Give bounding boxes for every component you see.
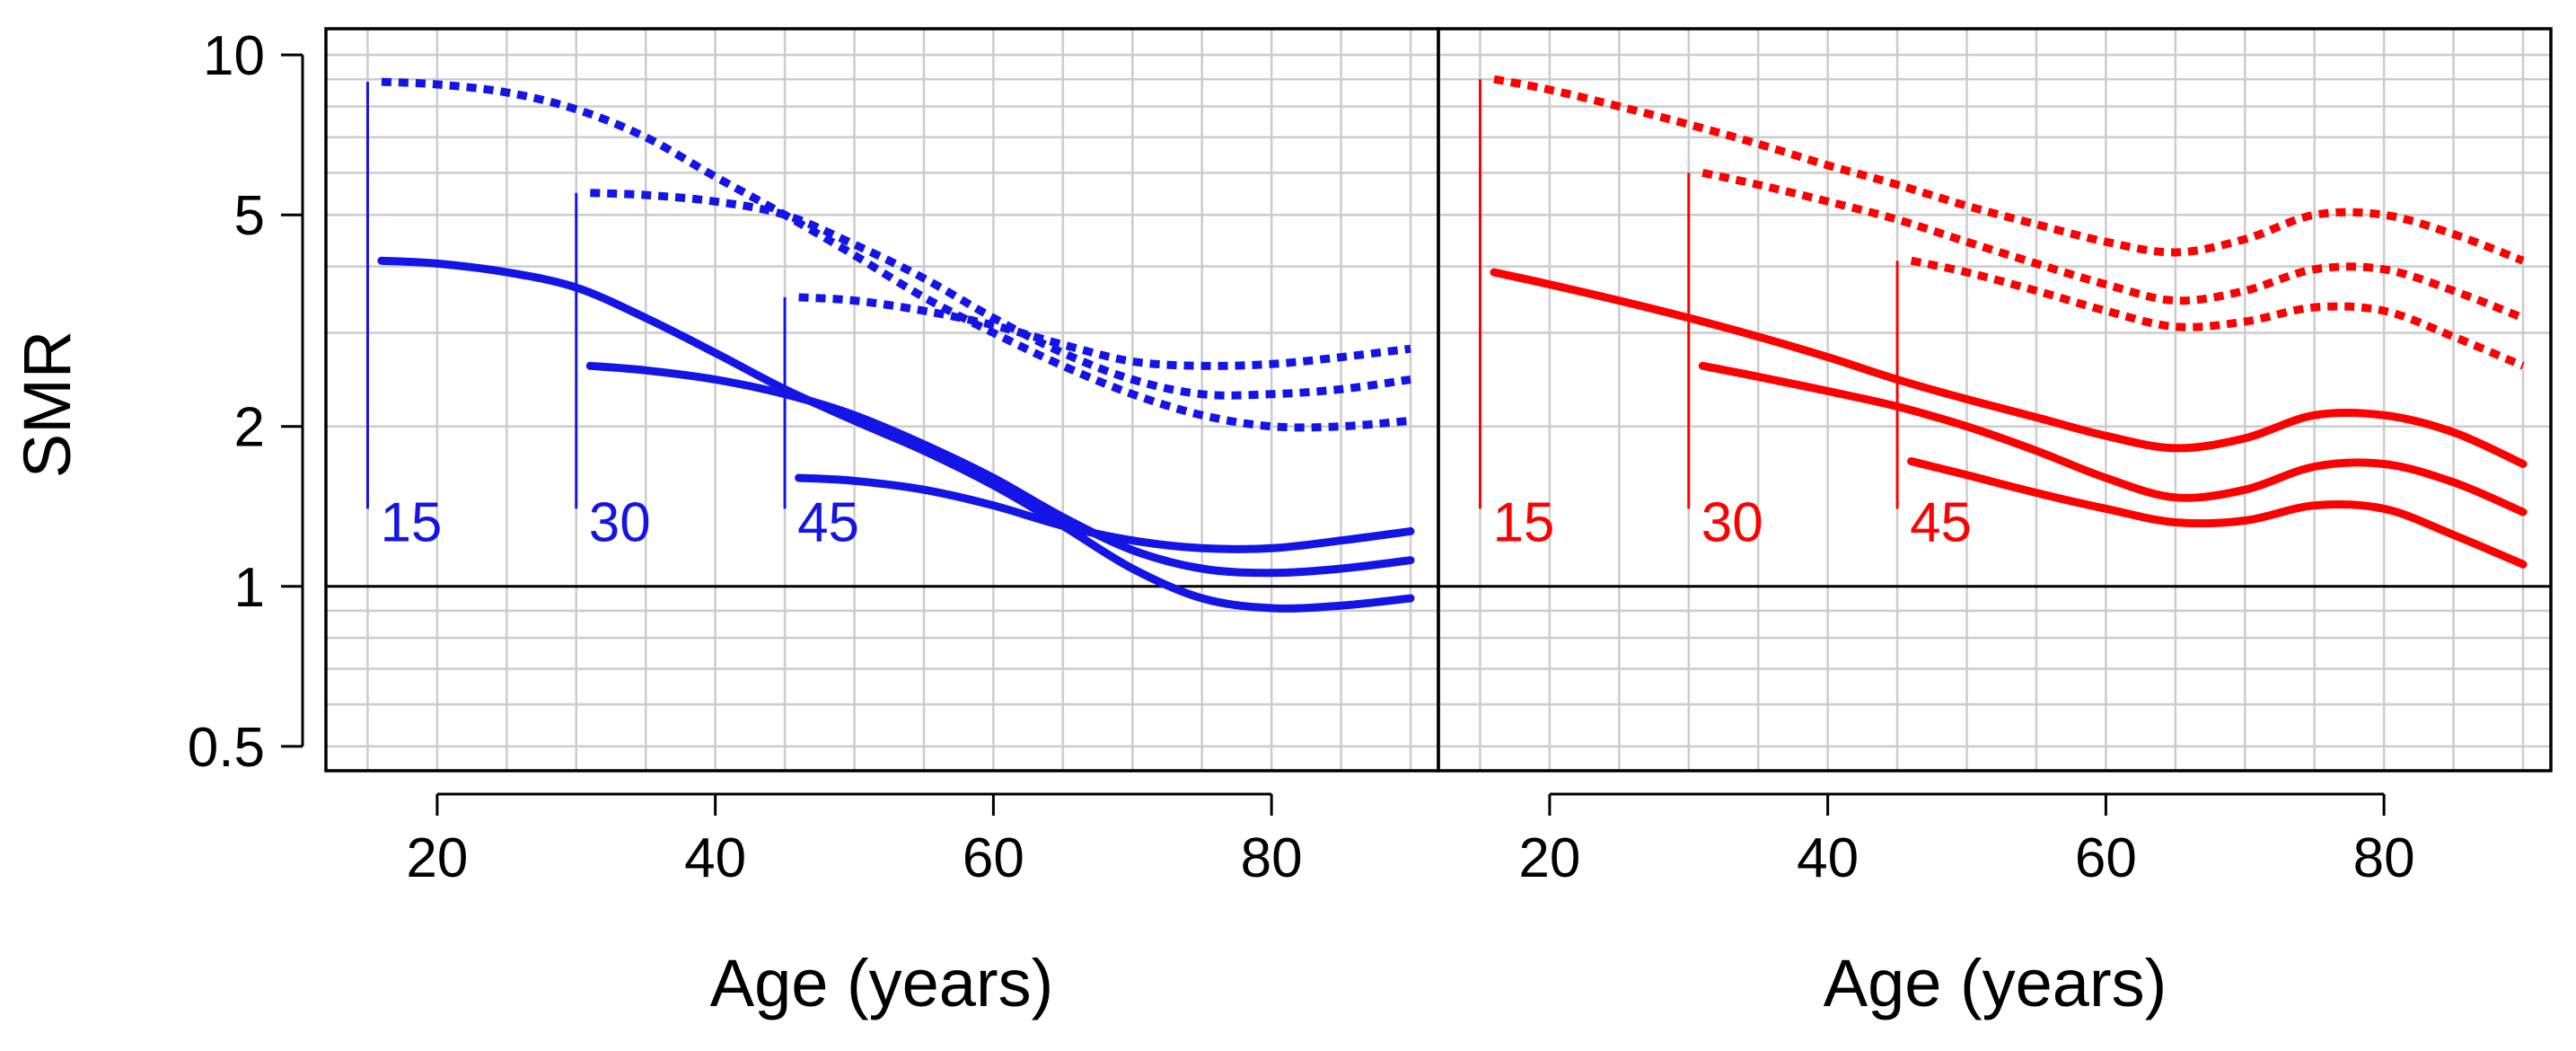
right-x-axis-title: Age (years) (1824, 946, 2167, 1020)
x-tick-label: 60 (963, 827, 1024, 889)
panel-frame (1437, 27, 2553, 773)
onset-label-15: 15 (380, 491, 442, 553)
x-tick-label: 80 (2353, 827, 2415, 889)
series-onset-45-upper (1910, 256, 2525, 370)
right-panel: 15 30 45 20 40 60 80 (1437, 27, 2553, 889)
y-axis-title: SMR (10, 331, 84, 478)
y-tick-label: 10 (203, 25, 265, 87)
y-tick-label: 2 (234, 397, 265, 459)
grid (326, 29, 1438, 771)
y-axis: 0.5 1 2 5 10 (188, 25, 304, 779)
x-tick-label: 40 (1797, 827, 1859, 889)
y-tick-label: 5 (234, 185, 265, 247)
x-tick-label: 60 (2075, 827, 2137, 889)
x-tick-label: 80 (1241, 827, 1303, 889)
onset-label-30: 30 (1701, 491, 1763, 553)
series-onset-15-upper (381, 77, 1411, 432)
series-onset-30-upper (590, 189, 1411, 400)
series-onset-15-lower (1490, 268, 2528, 468)
series-onset-15-lower (377, 256, 1415, 613)
y-tick-label: 1 (234, 557, 265, 619)
left-x-axis-title: Age (years) (710, 946, 1053, 1020)
x-tick-label: 40 (684, 827, 746, 889)
onset-label-15: 15 (1492, 491, 1554, 553)
series-onset-30-upper (1701, 168, 2525, 322)
left-panel: 15 30 45 20 40 60 80 0.5 1 2 5 10 (188, 25, 1440, 889)
x-tick-label: 20 (1518, 827, 1580, 889)
onset-label-45: 45 (797, 491, 859, 553)
x-tick-label: 20 (406, 827, 468, 889)
x-axis: 20 40 60 80 (406, 792, 1303, 889)
series-onset-15-upper (1493, 75, 2525, 265)
series-onset-30-lower (1698, 361, 2528, 517)
y-tick-label: 0.5 (188, 717, 265, 779)
onset-label-45: 45 (1910, 491, 1972, 553)
series-onset-45-lower (795, 473, 1415, 553)
series-onset-45-lower (1907, 457, 2528, 569)
series-onset-30-lower (585, 361, 1415, 578)
onset-label-30: 30 (589, 491, 651, 553)
grid (1438, 29, 2551, 771)
x-axis: 20 40 60 80 (1518, 792, 2415, 889)
series-onset-45-upper (798, 293, 1411, 370)
